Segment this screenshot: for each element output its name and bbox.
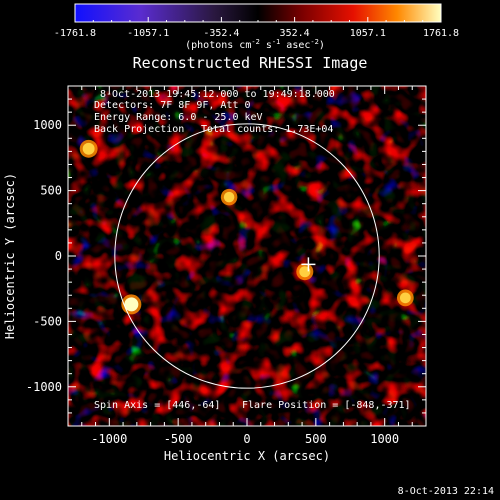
bright-spot — [124, 297, 139, 312]
colorbar-unit-label: (photons cm-2 s-1 asec-2) — [185, 38, 325, 51]
bright-spot — [399, 292, 411, 304]
y-tick-labels: -1000 -500 0 500 1000 — [26, 118, 62, 394]
colorbar-tick-label: -352.4 — [203, 28, 239, 39]
colorbar-gradient — [74, 3, 442, 23]
y-tick-label: 0 — [55, 249, 62, 263]
annotation-counts: Total counts: 1.73E+04 — [201, 124, 333, 135]
flare-cross-marker — [301, 257, 316, 272]
x-tick-label: -500 — [164, 432, 193, 446]
bright-spot — [82, 142, 95, 155]
y-tick-label: 1000 — [33, 118, 62, 132]
colorbar-tick-labels: -1761.8 -1057.1 -352.4 352.4 1057.1 1761.8 — [54, 28, 459, 39]
y-tick-label: -1000 — [26, 380, 62, 394]
annotation-method: Back Projection — [94, 124, 184, 135]
colorbar-ticks — [74, 17, 442, 22]
colorbar-tick-label: -1761.8 — [54, 28, 96, 39]
bright-spot — [299, 266, 311, 278]
y-tick-label: -500 — [33, 314, 62, 328]
heatmap-image — [68, 86, 426, 426]
y-tick-label: 500 — [40, 184, 62, 198]
chart-title: Reconstructed RHESSI Image — [133, 54, 368, 72]
colorbar-tick-label: 1761.8 — [423, 28, 459, 39]
bright-spot — [223, 191, 235, 203]
footer-timestamp: 8-Oct-2013 22:14 — [398, 486, 494, 497]
annotation-detectors: Detectors: 7F 8F 9F, Att 0 — [94, 100, 251, 111]
x-tick-labels: -1000 -500 0 500 1000 — [91, 432, 399, 446]
annotations: 8-Oct-2013 19:45:12.000 to 19:49:18.000 … — [94, 89, 411, 411]
solar-limb-circle — [114, 123, 380, 389]
annotation-flare-position: Flare Position = [-848,-371] — [242, 400, 411, 411]
x-tick-label: 0 — [243, 432, 250, 446]
x-tick-label: 1000 — [370, 432, 399, 446]
y-axis-label: Heliocentric Y (arcsec) — [3, 173, 17, 339]
x-tick-label: -1000 — [91, 432, 127, 446]
annotation-time: 8-Oct-2013 19:45:12.000 to 19:49:18.000 — [100, 89, 335, 100]
annotation-spin-axis: Spin Axis = [446,-64] — [94, 400, 220, 411]
x-axis-label: Heliocentric X (arcsec) — [164, 449, 330, 463]
annotation-energy: Energy Range: 6.0 - 25.0 keV — [94, 112, 263, 123]
colorbar-tick-label: 1057.1 — [350, 28, 386, 39]
x-tick-label: 500 — [305, 432, 327, 446]
colorbar-tick-label: 352.4 — [280, 28, 310, 39]
colorbar: -1761.8 -1057.1 -352.4 352.4 1057.1 1761.8 (p… — [54, 3, 459, 51]
colorbar-tick-label: -1057.1 — [127, 28, 169, 39]
heatmap-texture — [68, 86, 426, 426]
axis-ticks — [68, 86, 426, 426]
